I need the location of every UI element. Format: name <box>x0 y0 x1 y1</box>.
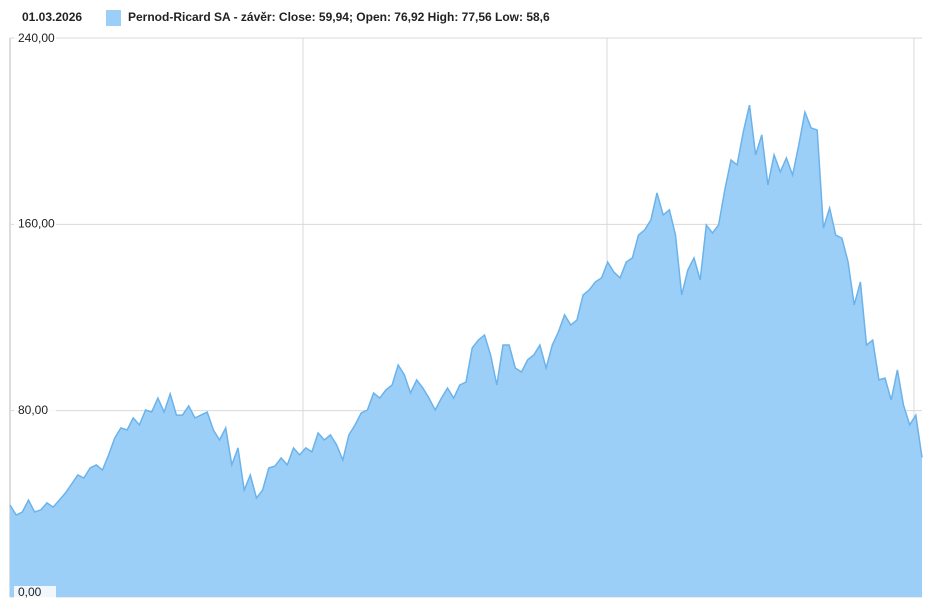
y-tick-label: 160,00 <box>18 217 55 231</box>
y-tick-label: 240,00 <box>18 31 55 45</box>
y-tick-label-bg <box>14 403 56 418</box>
legend-swatch <box>106 10 121 26</box>
line <box>9 104 923 516</box>
date-label: 01.03.2026 <box>22 10 82 24</box>
y-tick-label: 80,00 <box>18 403 48 417</box>
y-tick-label-bg <box>14 217 56 232</box>
legend-label: Pernod-Ricard SA - závěr: Close: 59,94; … <box>128 10 550 24</box>
area <box>10 105 922 597</box>
y-tick-label: 0,00 <box>18 585 42 599</box>
y-tick-label-bg <box>14 32 56 46</box>
y-tick-label-bg <box>14 586 56 600</box>
